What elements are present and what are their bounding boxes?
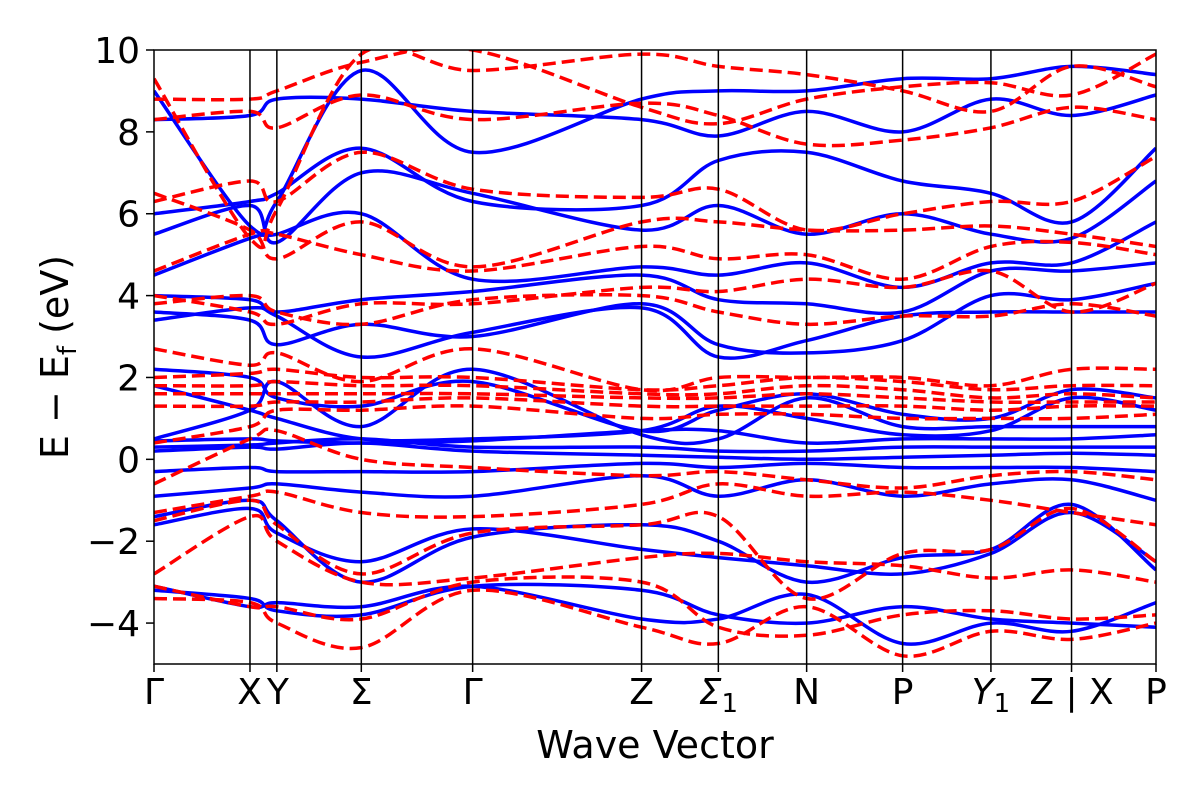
x-tick-label: Y bbox=[266, 672, 290, 713]
y-tick-label: −2 bbox=[87, 522, 140, 563]
x-tick-label: P bbox=[892, 672, 914, 713]
dashed-band-14 bbox=[154, 228, 1156, 281]
x-axis-title: Wave Vector bbox=[536, 723, 774, 767]
y-tick-label: −4 bbox=[87, 604, 140, 645]
y-tick-label: 10 bbox=[94, 31, 140, 72]
x-tick-label: Z bbox=[629, 672, 654, 713]
dashed-band-17 bbox=[154, 93, 1156, 148]
svg-text:E − Ef (eV): E − Ef (eV) bbox=[33, 255, 83, 459]
x-tick-label: Y1 bbox=[972, 672, 1011, 719]
x-tick-label: Γ bbox=[144, 672, 164, 713]
dashed-band-2 bbox=[154, 513, 1156, 587]
series-dashed bbox=[154, 50, 1156, 658]
dashed-band-4 bbox=[154, 482, 1156, 527]
y-axis-ticks: −4 −2 0 2 4 6 8 10 bbox=[87, 31, 154, 645]
x-tick-label: P bbox=[1145, 672, 1167, 713]
x-tick-label: Γ bbox=[463, 672, 483, 713]
y-tick-label: 4 bbox=[117, 277, 140, 318]
dashed-band-0 bbox=[154, 575, 1156, 638]
y-tick-label: 2 bbox=[117, 358, 140, 399]
y-axis-title-main: E − E bbox=[33, 355, 77, 459]
x-tick-label: X bbox=[237, 672, 262, 713]
x-tick-label: Σ bbox=[350, 672, 373, 713]
x-tick-label: Σ1 bbox=[699, 672, 738, 719]
x-axis-ticks: Γ X Y Σ Γ Z Σ1 N P Y1 Z | X P bbox=[144, 664, 1167, 719]
solid-band-16 bbox=[154, 169, 1156, 245]
y-axis-title-unit: (eV) bbox=[33, 255, 77, 346]
y-tick-label: 8 bbox=[117, 113, 140, 154]
dashed-band-19 bbox=[154, 50, 1156, 126]
y-axis-title: E − Ef (eV) bbox=[33, 255, 83, 459]
y-tick-label: 0 bbox=[117, 440, 140, 481]
kpoint-separators bbox=[249, 50, 1073, 664]
x-tick-label: Z | X bbox=[1029, 672, 1113, 713]
y-tick-label: 6 bbox=[117, 195, 140, 236]
solid-band-17 bbox=[154, 146, 1156, 225]
plot-frame bbox=[153, 49, 1157, 665]
bands-layer bbox=[154, 50, 1156, 658]
dashed-band-13 bbox=[154, 268, 1156, 327]
dashed-band-3 bbox=[154, 498, 1156, 601]
solid-band-5 bbox=[154, 461, 1156, 474]
y-axis-title-sub: f bbox=[53, 345, 83, 355]
solid-band-4 bbox=[154, 473, 1156, 503]
x-tick-label: N bbox=[793, 672, 820, 713]
dashed-band-10 bbox=[154, 367, 1156, 392]
dashed-band-11 bbox=[154, 347, 1156, 393]
dashed-band-12 bbox=[154, 292, 1156, 327]
